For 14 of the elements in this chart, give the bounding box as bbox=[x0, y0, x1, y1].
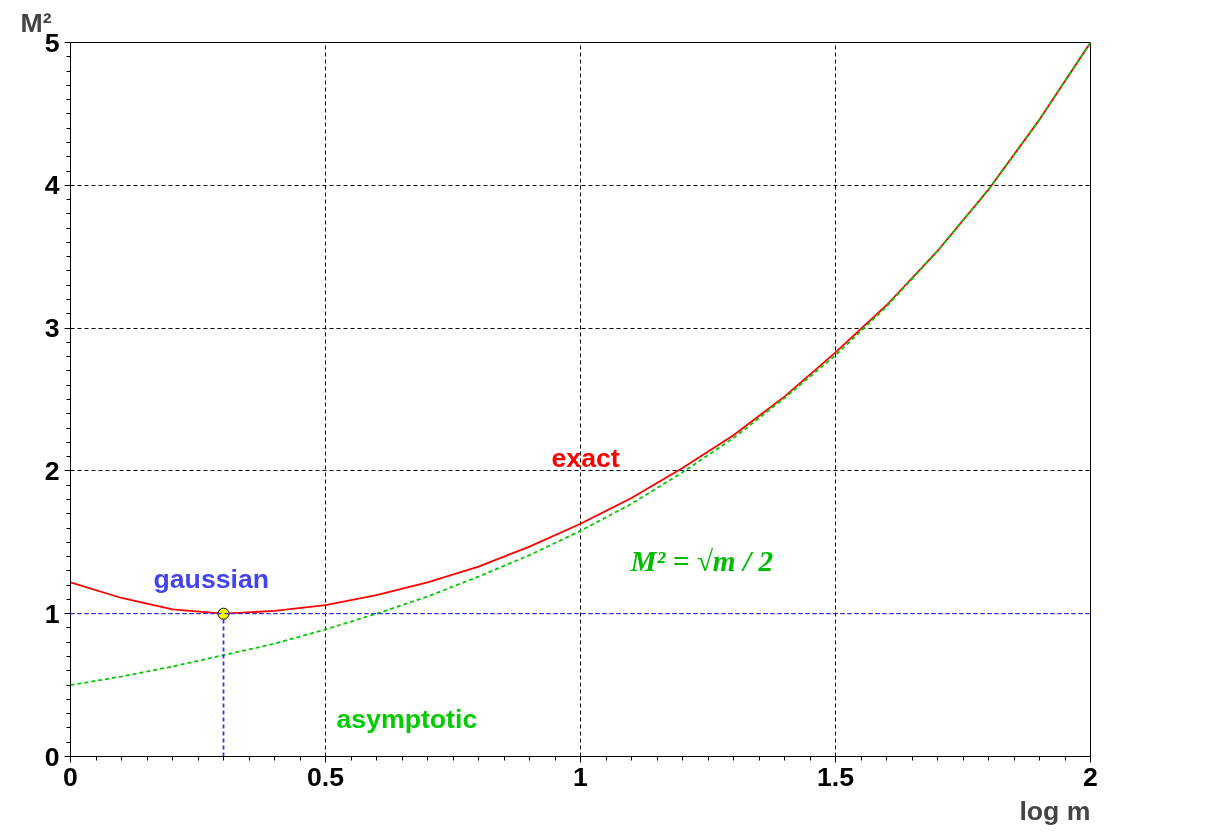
y-tick-label: 3 bbox=[44, 313, 60, 344]
y-tick-label: 0 bbox=[44, 741, 60, 772]
y-tick-label: 1 bbox=[44, 598, 60, 629]
x-tick-label: 2 bbox=[1083, 761, 1098, 792]
series-label: gaussian bbox=[153, 563, 270, 594]
text: asymptotic bbox=[336, 703, 478, 734]
x-axis-title: log m bbox=[1019, 795, 1091, 826]
y-tick-label: 4 bbox=[44, 170, 60, 201]
x-tick-label: 1.5 bbox=[816, 761, 855, 792]
x-tick-label: 0.5 bbox=[306, 761, 345, 792]
annotation: M² = √m / 2 bbox=[629, 544, 774, 577]
y-tick-label: 2 bbox=[44, 455, 60, 486]
x-tick-label: 1 bbox=[573, 761, 589, 792]
series-label: exact bbox=[551, 443, 620, 474]
